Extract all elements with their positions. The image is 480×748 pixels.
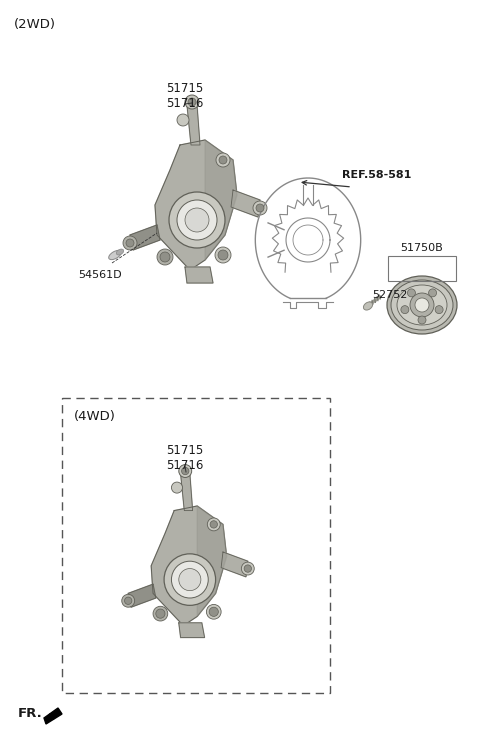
Polygon shape [221, 552, 248, 577]
Circle shape [177, 114, 189, 126]
Circle shape [219, 156, 227, 164]
Circle shape [153, 607, 168, 621]
Text: 52752: 52752 [372, 290, 408, 300]
Circle shape [188, 98, 196, 106]
Circle shape [124, 597, 132, 604]
Polygon shape [185, 267, 213, 283]
Circle shape [177, 200, 217, 240]
Circle shape [435, 306, 443, 313]
Circle shape [126, 239, 134, 247]
Circle shape [210, 521, 217, 528]
Text: 51750B: 51750B [400, 243, 443, 253]
Circle shape [123, 236, 137, 250]
Polygon shape [130, 225, 160, 250]
Polygon shape [155, 140, 237, 270]
Circle shape [157, 249, 173, 265]
Circle shape [408, 289, 415, 297]
Circle shape [169, 192, 225, 248]
Circle shape [207, 518, 220, 531]
Ellipse shape [391, 280, 453, 330]
Polygon shape [179, 623, 204, 637]
Circle shape [181, 468, 189, 475]
Circle shape [253, 201, 267, 215]
Text: 51715
51716: 51715 51716 [166, 444, 204, 472]
Polygon shape [128, 584, 156, 607]
Circle shape [185, 208, 209, 232]
Circle shape [156, 609, 165, 619]
Circle shape [209, 607, 218, 616]
Circle shape [164, 554, 216, 605]
Circle shape [185, 95, 199, 109]
Circle shape [171, 482, 182, 493]
Text: (4WD): (4WD) [74, 410, 116, 423]
Polygon shape [197, 506, 227, 616]
Bar [388, 256, 456, 281]
Circle shape [429, 289, 437, 297]
Circle shape [160, 252, 170, 262]
Text: 54561D: 54561D [78, 270, 121, 280]
Polygon shape [44, 708, 62, 724]
Polygon shape [187, 105, 200, 145]
Circle shape [179, 465, 192, 477]
Polygon shape [180, 473, 192, 511]
Bar [62, 398, 330, 693]
Text: FR.: FR. [18, 707, 43, 720]
Circle shape [206, 604, 221, 619]
Circle shape [215, 247, 231, 263]
Polygon shape [151, 506, 227, 625]
Circle shape [415, 298, 429, 312]
Ellipse shape [363, 302, 372, 310]
Ellipse shape [387, 276, 457, 334]
Circle shape [122, 595, 134, 607]
Circle shape [244, 565, 252, 572]
Circle shape [241, 562, 254, 575]
Circle shape [410, 293, 434, 317]
Text: (2WD): (2WD) [14, 18, 56, 31]
Ellipse shape [108, 251, 121, 260]
Circle shape [179, 568, 201, 591]
Ellipse shape [397, 285, 447, 325]
Ellipse shape [116, 249, 124, 255]
Polygon shape [205, 140, 237, 260]
Polygon shape [231, 190, 260, 217]
Text: 51715
51716: 51715 51716 [166, 82, 204, 110]
Circle shape [418, 316, 426, 324]
Text: REF.58-581: REF.58-581 [342, 170, 411, 180]
Circle shape [218, 250, 228, 260]
Circle shape [401, 306, 409, 313]
Circle shape [216, 153, 230, 167]
Circle shape [171, 561, 208, 598]
Circle shape [256, 204, 264, 212]
